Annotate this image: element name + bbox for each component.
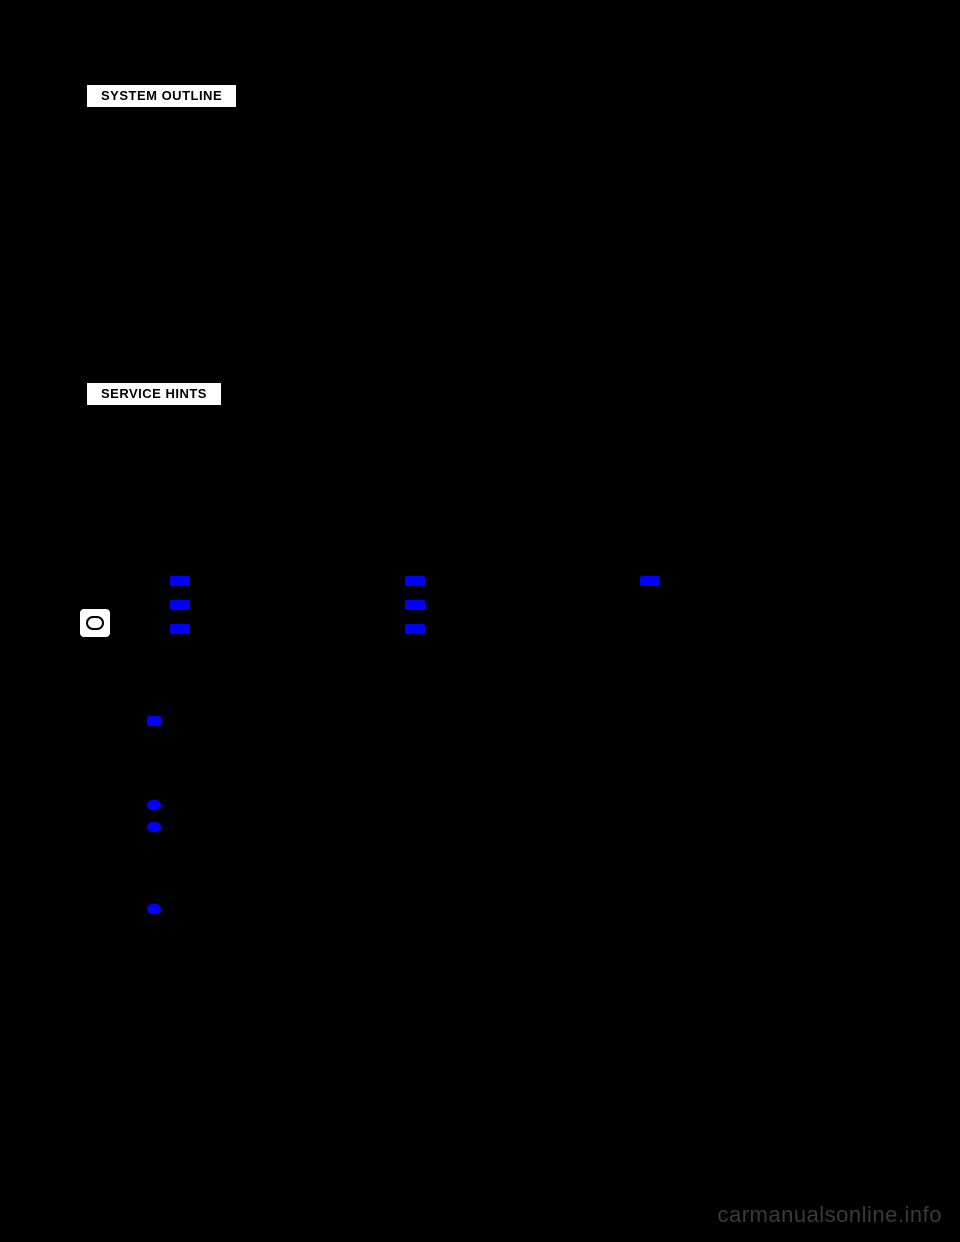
section-header-wrap: SERVICE HINTS xyxy=(85,383,223,405)
page-link-icon[interactable] xyxy=(170,576,190,586)
page-link-icon[interactable] xyxy=(147,904,161,914)
link-cell xyxy=(405,573,640,591)
page-link-icon[interactable] xyxy=(405,600,425,610)
link-row xyxy=(147,713,875,731)
content-gap xyxy=(85,135,875,383)
content-gap xyxy=(85,433,875,565)
link-cell xyxy=(170,597,405,615)
page-link-icon[interactable] xyxy=(170,624,190,634)
link-row xyxy=(170,621,875,639)
page-link-icon[interactable] xyxy=(147,800,161,810)
link-row xyxy=(170,597,875,615)
page-link-icon[interactable] xyxy=(170,600,190,610)
link-cell xyxy=(640,621,875,639)
link-cell xyxy=(405,597,640,615)
page-link-icon[interactable] xyxy=(405,576,425,586)
section-header-wrap: SYSTEM OUTLINE xyxy=(85,85,238,107)
link-row xyxy=(147,797,875,815)
watermark-text: carmanualsonline.info xyxy=(717,1202,942,1228)
link-cell xyxy=(640,597,875,615)
content-gap xyxy=(85,645,875,705)
page-link-icon[interactable] xyxy=(405,624,425,634)
page-link-icon[interactable] xyxy=(147,716,161,726)
link-cell xyxy=(405,621,640,639)
page-link-icon[interactable] xyxy=(640,576,660,586)
link-cell xyxy=(170,573,405,591)
link-row xyxy=(147,901,875,919)
service-hints-header: SERVICE HINTS xyxy=(87,383,221,405)
rounded-rect-icon xyxy=(86,616,104,630)
document-page: SYSTEM OUTLINE SERVICE HINTS xyxy=(85,85,875,919)
system-outline-section: SYSTEM OUTLINE xyxy=(85,85,875,107)
content-gap xyxy=(85,731,875,789)
page-link-icon[interactable] xyxy=(147,822,161,832)
service-hints-section: SERVICE HINTS xyxy=(85,383,875,405)
link-cell xyxy=(640,573,875,591)
reference-link-grid xyxy=(170,573,875,639)
info-box-icon[interactable] xyxy=(80,609,110,637)
link-row xyxy=(170,573,875,591)
link-row xyxy=(147,819,875,837)
system-outline-header: SYSTEM OUTLINE xyxy=(87,85,236,107)
link-cell xyxy=(170,621,405,639)
content-gap xyxy=(85,837,875,893)
